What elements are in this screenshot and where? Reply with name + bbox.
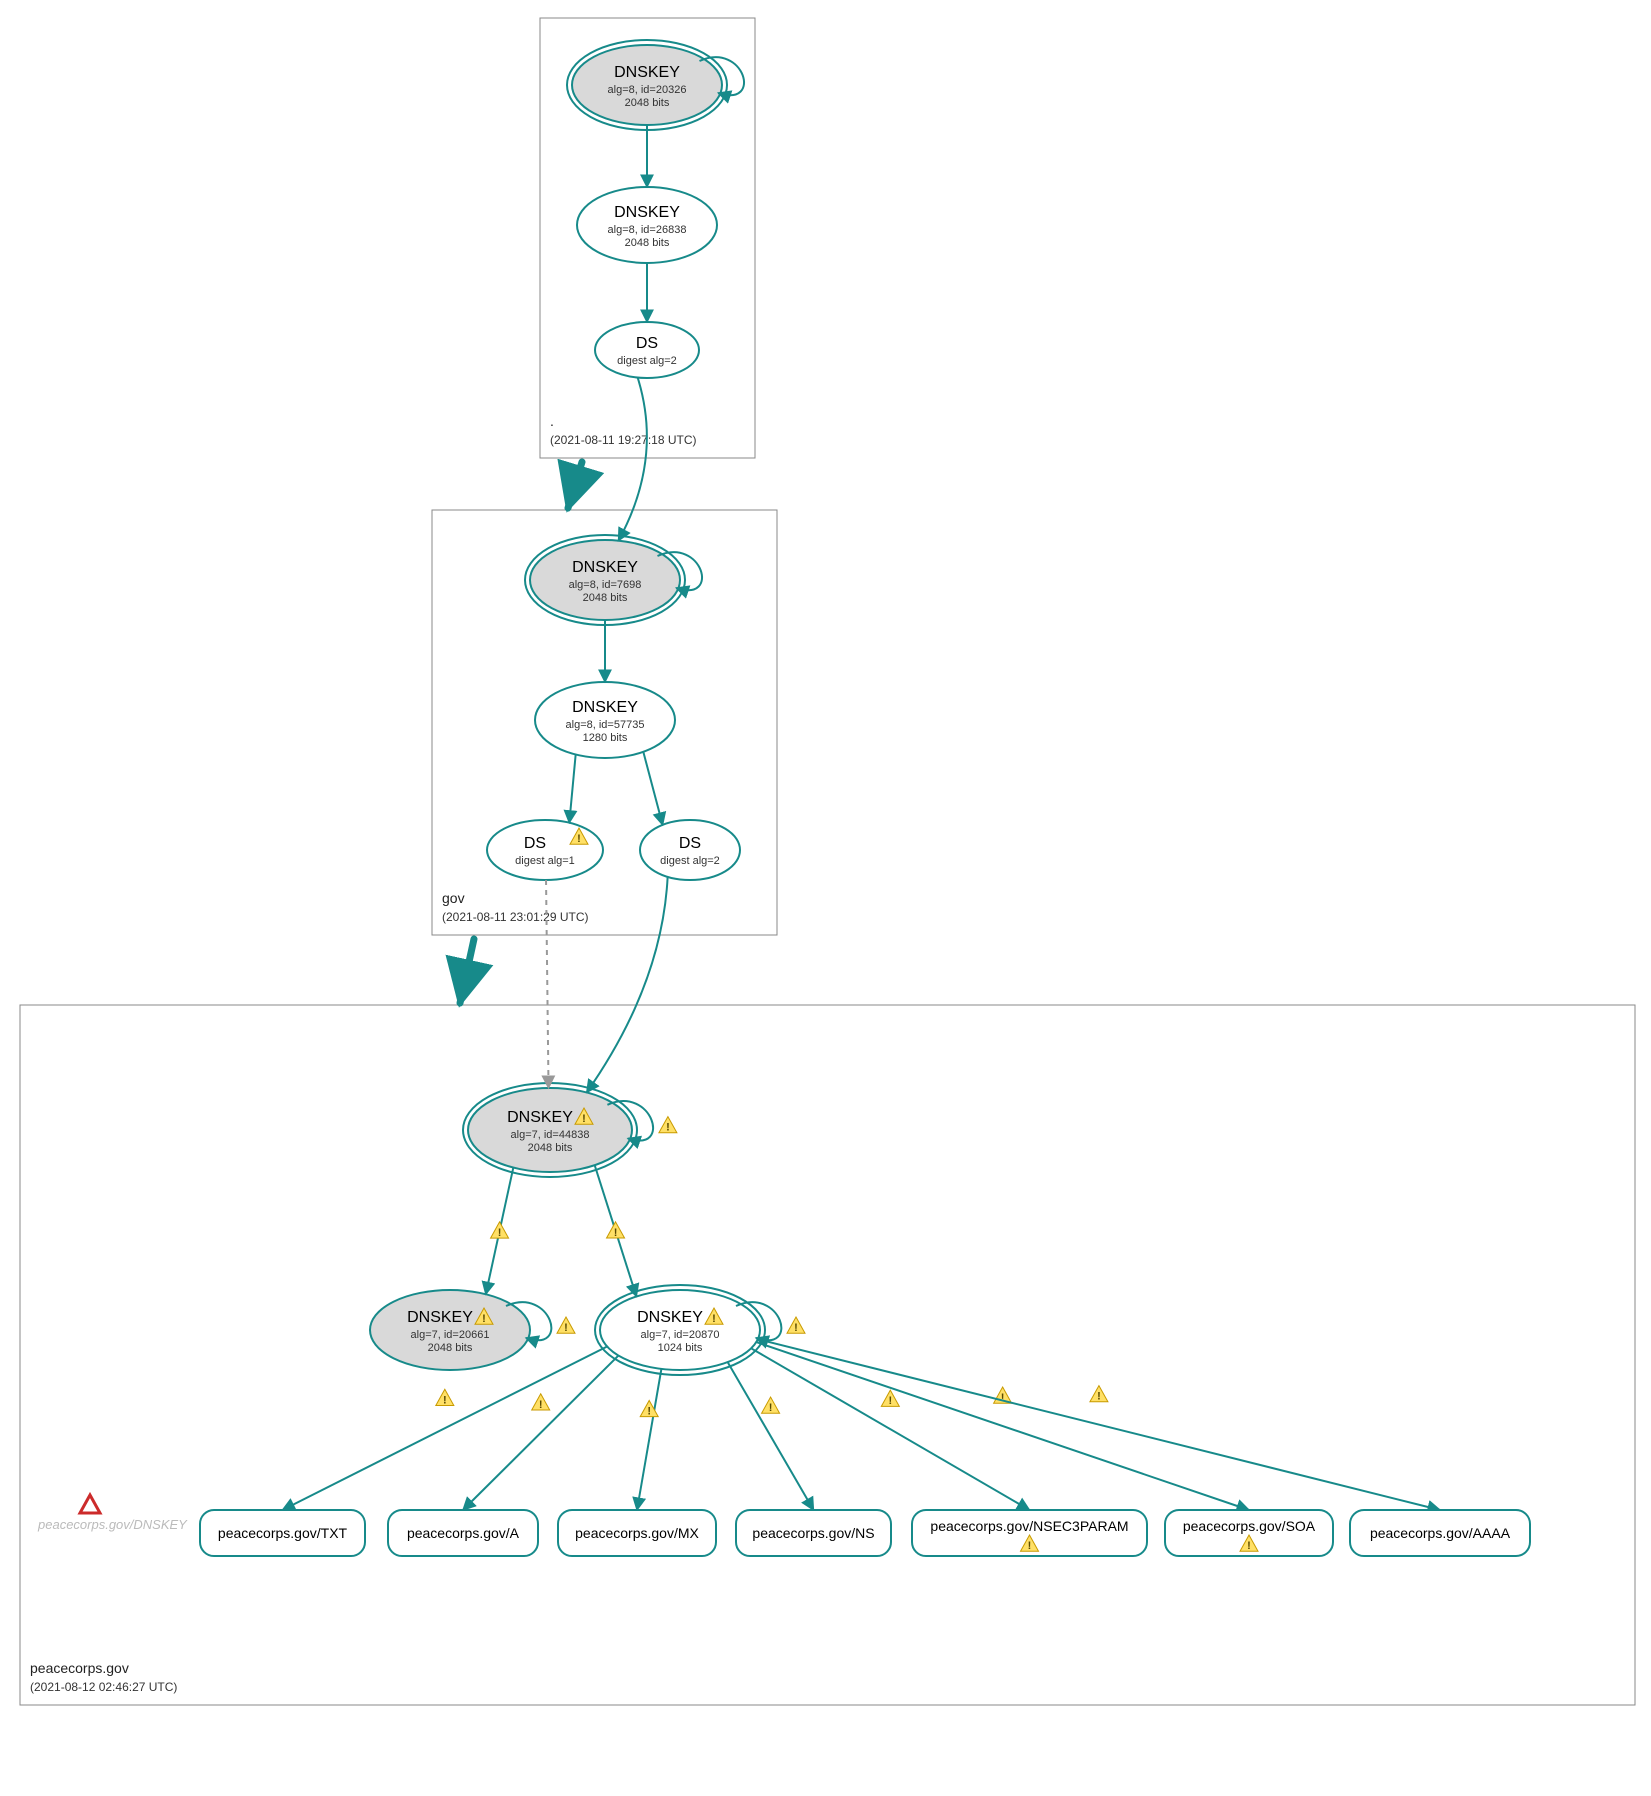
warning-icon: !: [532, 1394, 550, 1411]
leaf-mx-label: peacecorps.gov/MX: [575, 1525, 699, 1541]
svg-text:!: !: [482, 1313, 486, 1325]
delegation-root-gov: [568, 462, 582, 508]
edge-zsk-txt: [283, 1347, 608, 1510]
svg-text:alg=8, id=57735: alg=8, id=57735: [566, 719, 645, 731]
svg-text:digest alg=1: digest alg=1: [515, 855, 575, 867]
warning-icon: !: [787, 1317, 805, 1334]
svg-text:DNSKEY: DNSKEY: [407, 1309, 473, 1326]
svg-text:!: !: [712, 1313, 716, 1325]
svg-text:DS: DS: [524, 835, 546, 852]
error-icon: [80, 1495, 100, 1513]
svg-text:!: !: [794, 1322, 798, 1334]
svg-text:!: !: [1028, 1540, 1032, 1552]
svg-text:1024 bits: 1024 bits: [658, 1342, 703, 1354]
svg-text:2048 bits: 2048 bits: [528, 1142, 573, 1154]
node-root_ds: DS digest alg=2: [595, 322, 699, 378]
edge-root_ds-gov_ksk: [618, 378, 646, 541]
svg-text:!: !: [564, 1322, 568, 1334]
svg-text:!: !: [1097, 1391, 1101, 1403]
leaf-aaaa-label: peacecorps.gov/AAAA: [1370, 1525, 1511, 1541]
warning-icon: !: [491, 1222, 509, 1239]
zone-pc-box: [20, 1005, 1635, 1705]
edge-zsk-soa: [756, 1342, 1249, 1510]
edge-zsk-a: [463, 1356, 618, 1510]
delegation-gov-pc: [460, 939, 474, 1003]
edge-zsk-aaaa: [758, 1339, 1440, 1510]
svg-text:alg=7, id=20661: alg=7, id=20661: [411, 1329, 490, 1341]
warning-icon: !: [762, 1397, 780, 1414]
svg-text:DNSKEY: DNSKEY: [507, 1109, 573, 1126]
svg-text:2048 bits: 2048 bits: [583, 592, 628, 604]
svg-text:alg=7, id=20870: alg=7, id=20870: [641, 1329, 720, 1341]
svg-text:!: !: [647, 1405, 651, 1417]
node-root_ksk: DNSKEY alg=8, id=203262048 bits: [567, 40, 744, 130]
svg-text:!: !: [1247, 1540, 1251, 1552]
edge-gov_zsk-gov_ds2: [643, 752, 662, 825]
warning-icon: !: [436, 1389, 454, 1406]
svg-text:!: !: [666, 1122, 670, 1134]
svg-text:digest alg=2: digest alg=2: [660, 855, 720, 867]
svg-text:!: !: [539, 1399, 543, 1411]
edge-zsk-ns: [728, 1362, 814, 1510]
svg-text:DNSKEY: DNSKEY: [572, 559, 638, 576]
zone-root-label: .: [550, 413, 554, 429]
edge-gov_ds2-pc_ksk: [587, 877, 668, 1093]
svg-text:2048 bits: 2048 bits: [625, 97, 670, 109]
warning-icon: !: [881, 1390, 899, 1407]
svg-text:!: !: [443, 1394, 447, 1406]
svg-text:DS: DS: [636, 335, 658, 352]
svg-text:!: !: [1001, 1392, 1005, 1404]
zone-pc-ts: (2021-08-12 02:46:27 UTC): [30, 1680, 177, 1694]
svg-text:!: !: [769, 1402, 773, 1414]
svg-text:alg=7, id=44838: alg=7, id=44838: [511, 1129, 590, 1141]
warning-icon: !: [659, 1117, 677, 1134]
node-gov_ksk: DNSKEY alg=8, id=76982048 bits: [525, 535, 702, 625]
edge-gov_zsk-gov_ds1: [569, 755, 575, 823]
node-gov_ds2: DS digest alg=2: [640, 820, 740, 880]
warning-icon: !: [557, 1317, 575, 1334]
orphan-dnskey: peacecorps.gov/DNSKEY: [37, 1495, 188, 1532]
edge-zsk-mx: [637, 1369, 661, 1510]
leaf-n3p-label: peacecorps.gov/NSEC3PARAM: [930, 1518, 1128, 1534]
warning-icon: !: [607, 1222, 625, 1239]
svg-text:DS: DS: [679, 835, 701, 852]
zone-root-ts: (2021-08-11 19:27:18 UTC): [550, 433, 697, 447]
leaf-soa-label: peacecorps.gov/SOA: [1183, 1518, 1316, 1534]
node-pc_k2: DNSKEY! alg=7, id=206612048 bits!: [370, 1290, 575, 1370]
leaf-a-label: peacecorps.gov/A: [407, 1525, 520, 1541]
svg-text:!: !: [614, 1227, 618, 1239]
node-gov_ds1: DS!digest alg=1: [487, 820, 603, 880]
svg-text:peacecorps.gov/DNSKEY: peacecorps.gov/DNSKEY: [37, 1517, 188, 1532]
svg-text:DNSKEY: DNSKEY: [614, 204, 680, 221]
svg-text:!: !: [888, 1395, 892, 1407]
svg-text:1280 bits: 1280 bits: [583, 732, 628, 744]
leaf-ns-label: peacecorps.gov/NS: [752, 1525, 874, 1541]
zone-pc-label: peacecorps.gov: [30, 1660, 129, 1676]
leaf-txt-label: peacecorps.gov/TXT: [218, 1525, 348, 1541]
node-root_zsk: DNSKEY alg=8, id=268382048 bits: [577, 187, 717, 263]
svg-text:alg=8, id=26838: alg=8, id=26838: [608, 224, 687, 236]
zone-gov-label: gov: [442, 890, 465, 906]
svg-text:!: !: [582, 1113, 586, 1125]
svg-text:alg=8, id=20326: alg=8, id=20326: [608, 84, 687, 96]
svg-text:!: !: [577, 833, 581, 845]
svg-text:2048 bits: 2048 bits: [428, 1342, 473, 1354]
svg-text:DNSKEY: DNSKEY: [614, 64, 680, 81]
node-pc_ksk: DNSKEY! alg=7, id=448382048 bits!: [463, 1083, 677, 1177]
warning-icon: !: [1090, 1386, 1108, 1403]
svg-text:2048 bits: 2048 bits: [625, 237, 670, 249]
svg-text:digest alg=2: digest alg=2: [617, 355, 677, 367]
svg-text:DNSKEY: DNSKEY: [572, 699, 638, 716]
zone-gov-ts: (2021-08-11 23:01:29 UTC): [442, 910, 589, 924]
svg-text:alg=8, id=7698: alg=8, id=7698: [569, 579, 642, 591]
node-gov_zsk: DNSKEY alg=8, id=577351280 bits: [535, 682, 675, 758]
svg-text:!: !: [498, 1227, 502, 1239]
dnssec-diagram: . (2021-08-11 19:27:18 UTC) gov (2021-08-11…: [0, 0, 1651, 1796]
svg-text:DNSKEY: DNSKEY: [637, 1309, 703, 1326]
